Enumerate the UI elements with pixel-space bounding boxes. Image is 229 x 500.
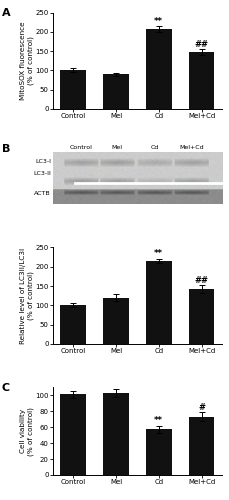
Bar [146, 261, 172, 344]
Text: #: # [198, 403, 205, 412]
Bar [146, 29, 172, 109]
Text: A: A [2, 8, 11, 18]
Y-axis label: Cell viability
(% of control): Cell viability (% of control) [20, 406, 34, 456]
Text: Mel: Mel [112, 145, 123, 150]
Text: Control: Control [70, 145, 93, 150]
Bar [146, 430, 172, 475]
Bar [60, 394, 86, 475]
Bar [103, 392, 129, 475]
Bar [103, 298, 129, 344]
Text: LC3-I: LC3-I [35, 159, 51, 164]
Y-axis label: Relative level of LC3II/LC3I
(% of control): Relative level of LC3II/LC3I (% of contr… [20, 248, 34, 344]
Bar [60, 306, 86, 344]
Text: Mel+Cd: Mel+Cd [179, 145, 204, 150]
Text: Cd: Cd [150, 145, 158, 150]
Bar [103, 74, 129, 109]
Bar [189, 288, 214, 344]
Text: **: ** [154, 16, 163, 26]
Text: C: C [2, 383, 10, 393]
Bar [60, 70, 86, 109]
Y-axis label: MitoSOX fluorescence
(% of control): MitoSOX fluorescence (% of control) [20, 22, 34, 100]
Text: LC3-II: LC3-II [33, 170, 51, 175]
Bar [189, 416, 214, 475]
Text: ACTB: ACTB [34, 192, 51, 196]
Text: **: ** [154, 249, 163, 258]
Text: ##: ## [195, 40, 209, 49]
Text: B: B [2, 144, 10, 154]
Text: ##: ## [195, 276, 209, 285]
Bar [189, 52, 214, 109]
Text: **: ** [154, 416, 163, 426]
